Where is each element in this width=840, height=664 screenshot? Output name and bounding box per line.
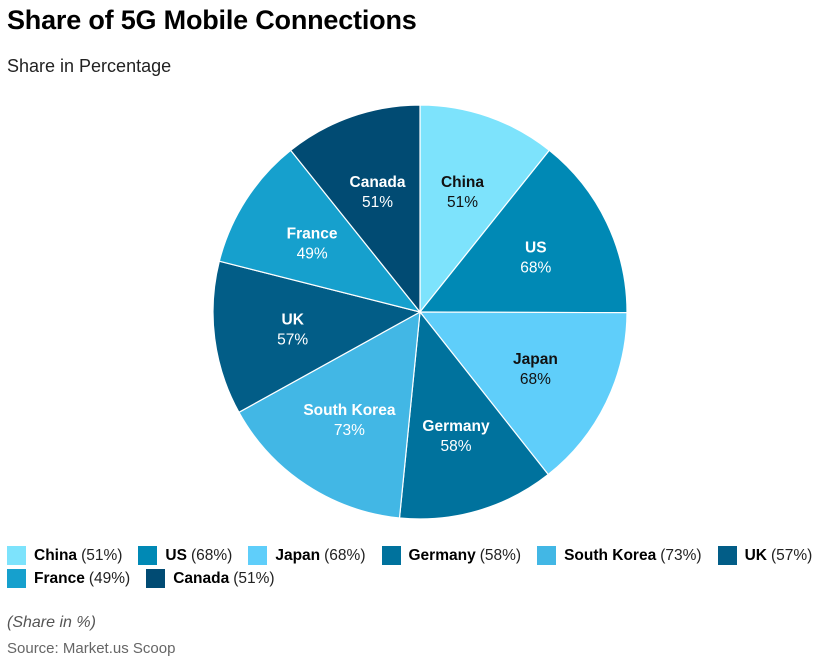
source-text: Source: Market.us Scoop: [7, 640, 176, 657]
footnote: (Share in %): [7, 614, 96, 631]
slice-label-value: 68%: [520, 260, 551, 277]
legend-swatch: [717, 546, 737, 565]
pie-slice-germany[interactable]: [398, 310, 550, 520]
legend-label: Japan: [275, 546, 321, 564]
legend-label: Germany: [408, 546, 476, 564]
legend-value: (58%): [479, 546, 522, 564]
legend-row-1: China (51%) US (68%) Japan (68%) Germany (58…: [7, 544, 837, 567]
pie-chart: China 51% US 68% Japan 68% Germany 58% South Kor…: [212, 104, 628, 520]
legend-label: UK: [744, 546, 767, 564]
pie-slices: [212, 104, 628, 520]
pie-slice-france[interactable]: [218, 149, 422, 314]
legend-label: South Korea: [564, 546, 657, 564]
legend-value: (57%): [770, 546, 813, 564]
legend-value: (51%): [81, 546, 123, 564]
slice-label-name: France: [287, 226, 338, 243]
pie-slice-us[interactable]: [418, 149, 628, 314]
chart-subtitle: Share in Percentage: [7, 56, 172, 76]
slice-label-value: 68%: [520, 371, 551, 388]
legend-label: France: [34, 569, 85, 587]
legend: China (51%) US (68%) Japan (68%) Germany (58…: [7, 544, 837, 590]
slice-label-value: 73%: [334, 422, 365, 439]
legend-label: US: [165, 546, 187, 564]
slice-label-name: UK: [282, 312, 305, 329]
slice-label-value: 49%: [297, 246, 328, 263]
legend-swatch: [248, 546, 268, 565]
legend-value: (73%): [660, 546, 702, 564]
legend-value: (68%): [324, 546, 366, 564]
pie-slice-china[interactable]: [419, 104, 551, 314]
legend-item-japan[interactable]: Japan (68%): [248, 546, 366, 565]
legend-swatch: [537, 546, 557, 565]
legend-item-china[interactable]: China (51%): [7, 546, 122, 565]
slice-label-name: South Korea: [303, 402, 396, 419]
slice-label-name: Germany: [422, 418, 490, 435]
slice-label-name: China: [441, 174, 484, 191]
slice-label-value: 57%: [277, 332, 308, 349]
slice-label-name: US: [525, 240, 547, 257]
pie-slice-japan[interactable]: [418, 311, 628, 476]
pie-labels: China 51% US 68% Japan 68% Germany 58% South Kor…: [277, 174, 558, 455]
legend-item-canada[interactable]: Canada (51%): [146, 569, 275, 588]
legend-swatch: [7, 569, 26, 588]
legend-row-2: France (49%) Canada (51%): [7, 567, 837, 590]
legend-value: (49%): [88, 569, 131, 587]
slice-label-name: Japan: [513, 351, 558, 368]
legend-item-us[interactable]: US (68%): [138, 546, 232, 565]
legend-item-uk[interactable]: UK (57%): [717, 546, 813, 565]
chart-title: Share of 5G Mobile Connections: [7, 5, 417, 35]
slice-label-value: 51%: [447, 194, 478, 211]
legend-item-south-korea[interactable]: South Korea (73%): [537, 546, 702, 565]
legend-item-germany[interactable]: Germany (58%): [381, 546, 522, 565]
legend-swatch: [138, 546, 158, 565]
legend-label: China: [34, 546, 78, 564]
legend-value: (51%): [233, 569, 275, 587]
legend-swatch: [381, 546, 401, 565]
legend-swatch: [146, 569, 166, 588]
legend-item-france[interactable]: France (49%): [7, 569, 130, 588]
slice-label-name: Canada: [350, 174, 406, 191]
legend-label: Canada: [173, 569, 230, 587]
legend-value: (68%): [190, 546, 233, 564]
slice-label-value: 58%: [440, 438, 471, 455]
pie-slice-canada[interactable]: [289, 104, 421, 314]
slice-label-value: 51%: [362, 194, 393, 211]
pie-slice-south-korea[interactable]: [238, 310, 421, 519]
legend-swatch: [7, 546, 26, 565]
